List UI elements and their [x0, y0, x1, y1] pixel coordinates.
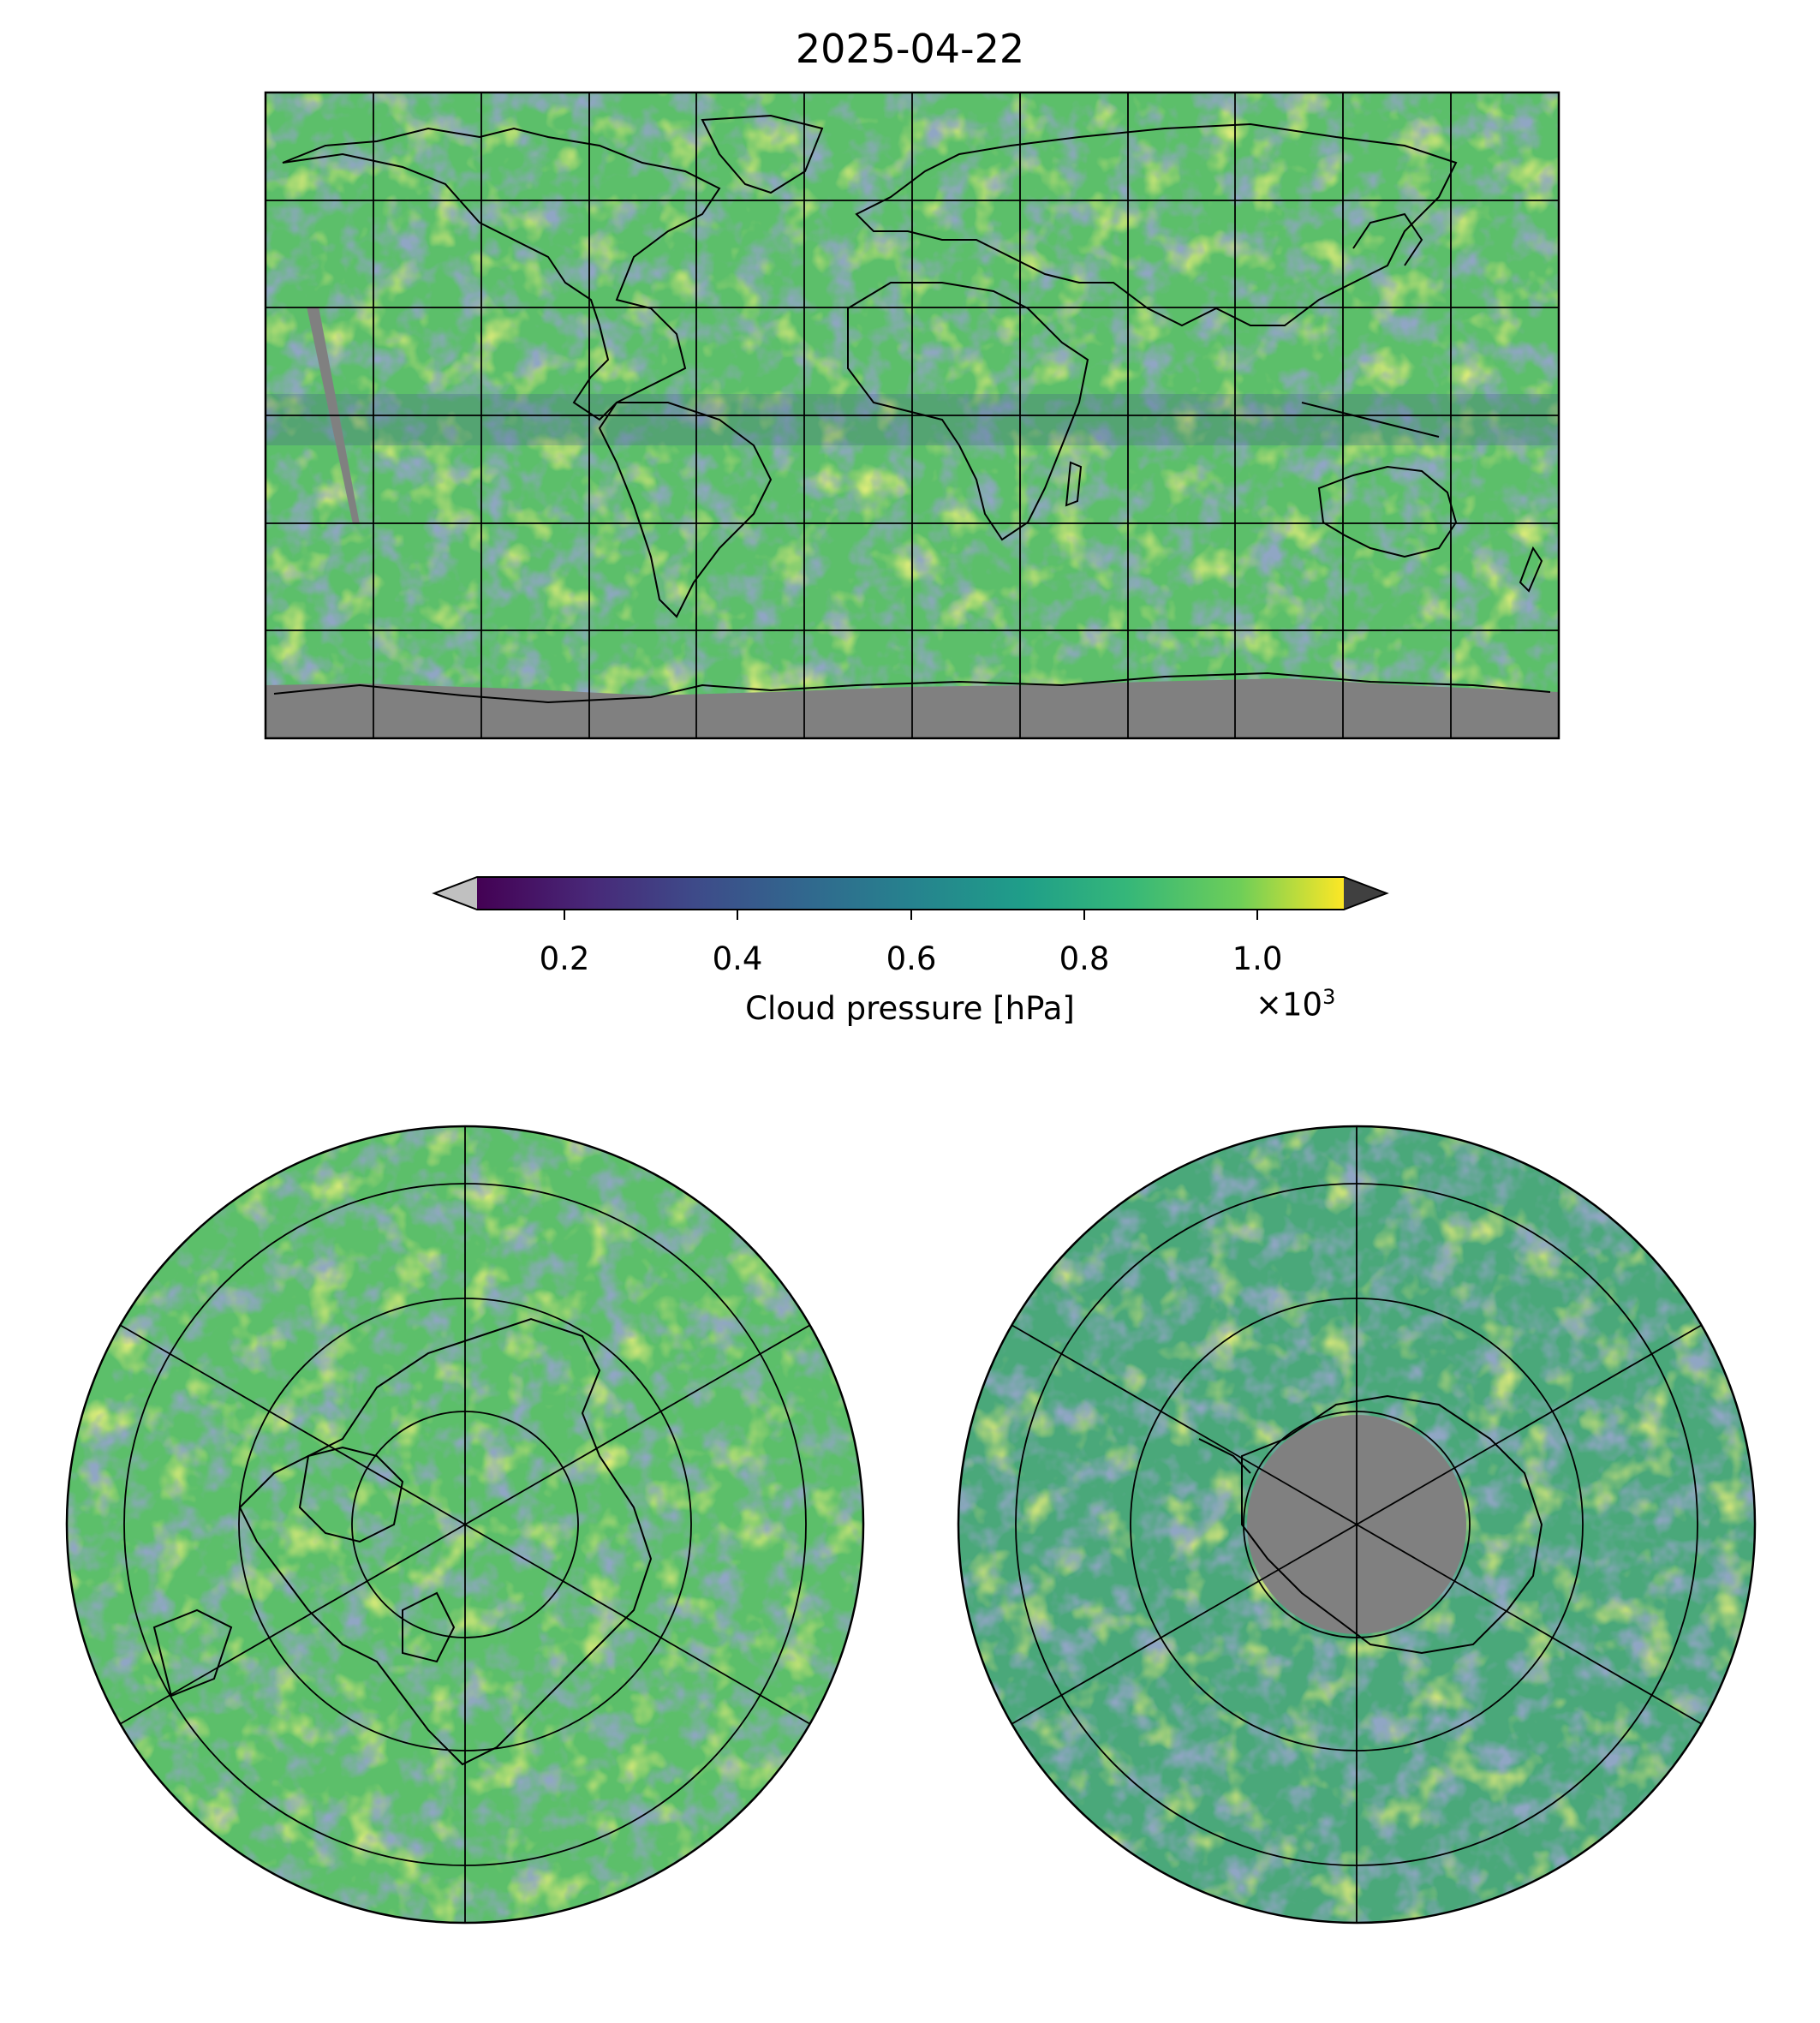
- global-map-frame: [264, 91, 1560, 740]
- colorbar: [432, 876, 1389, 920]
- south-polar-gridlines: [1011, 1126, 1703, 1923]
- colorbar-tick-label: 0.8: [1059, 940, 1110, 977]
- north-polar-gridlines: [119, 1126, 811, 1923]
- colorbar-multiplier-base: ×10: [1256, 986, 1323, 1023]
- north-polar-frame: [65, 1125, 865, 1925]
- south-polar-frame: [957, 1125, 1757, 1925]
- colorbar-tick-label: 0.2: [539, 940, 590, 977]
- colorbar-tick-label: 0.4: [712, 940, 763, 977]
- colorbar-gradient: [477, 877, 1344, 910]
- colorbar-label: Cloud pressure [hPa]: [745, 990, 1075, 1027]
- colorbar-tick-label: 1.0: [1232, 940, 1283, 977]
- colorbar-multiplier-exponent: 3: [1322, 985, 1336, 1009]
- colorbar-under-extension: [434, 877, 477, 910]
- colorbar-tick-label: 0.6: [886, 940, 937, 977]
- figure-title: 2025-04-22: [795, 26, 1025, 72]
- colorbar-over-extension: [1344, 877, 1387, 910]
- colorbar-multiplier: ×103: [1256, 985, 1335, 1023]
- colorbar-ticks: [564, 910, 1258, 920]
- global-gridlines: [266, 92, 1559, 738]
